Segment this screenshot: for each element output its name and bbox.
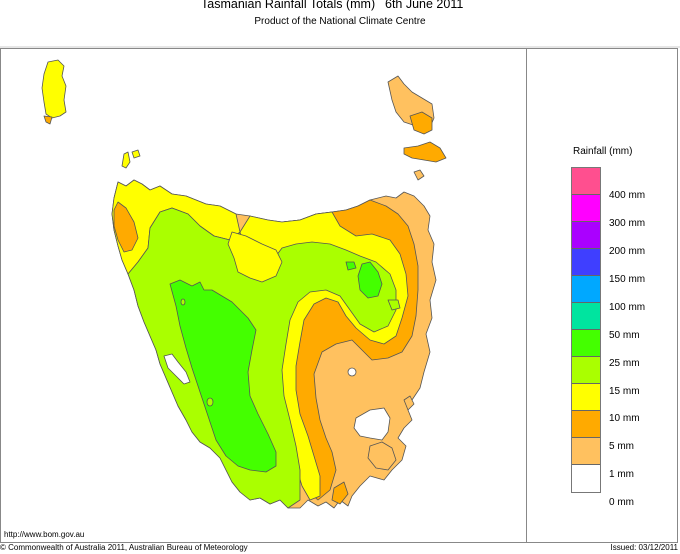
king-island bbox=[41, 59, 67, 119]
legend-label: 1 mm bbox=[609, 469, 634, 480]
legend-label: 15 mm bbox=[609, 386, 640, 397]
nw-island-1 bbox=[121, 151, 131, 169]
legend-swatch-200 bbox=[572, 222, 600, 249]
cape-barren-island bbox=[403, 141, 447, 163]
legend-title: Rainfall (mm) bbox=[573, 146, 633, 157]
zone-15mm-ne-blob bbox=[387, 299, 401, 311]
legend-swatch-10 bbox=[572, 384, 600, 411]
legend-label: 25 mm bbox=[609, 358, 640, 369]
legend-swatch-25 bbox=[572, 330, 600, 357]
zone-25mm-ne-1 bbox=[357, 261, 383, 299]
legend-label: 5 mm bbox=[609, 441, 634, 452]
legend-label: 100 mm bbox=[609, 302, 646, 313]
legend-swatch-100 bbox=[572, 276, 600, 303]
legend-label: 50 mm bbox=[609, 330, 640, 341]
legend-swatch-0 bbox=[572, 465, 600, 492]
frame-top-shadow bbox=[0, 46, 680, 48]
legend-label: 200 mm bbox=[609, 246, 646, 257]
zone-5mm-northwest bbox=[113, 201, 139, 253]
nw-island-2 bbox=[131, 149, 141, 159]
maria-island bbox=[403, 395, 415, 411]
rainfall-map bbox=[41, 59, 447, 509]
legend-label: 10 mm bbox=[609, 413, 640, 424]
clarke-island bbox=[413, 169, 425, 181]
king-island-south bbox=[43, 115, 53, 125]
legend-swatch-300 bbox=[572, 195, 600, 222]
title-date: 6th June 2011 bbox=[385, 0, 464, 11]
legend-swatch-1 bbox=[572, 438, 600, 465]
map-title: Tasmanian Rainfall Totals (mm) 6th June … bbox=[0, 0, 680, 13]
map-frame bbox=[0, 48, 678, 543]
legend-label: 400 mm bbox=[609, 190, 646, 201]
bruny-island bbox=[331, 481, 349, 505]
zone-0mm-southeast bbox=[353, 407, 391, 441]
zone-25mm-west bbox=[169, 279, 277, 473]
legend-swatch-15 bbox=[572, 357, 600, 384]
subtitle: Product of the National Climate Centre bbox=[0, 16, 680, 27]
tasman-peninsula bbox=[367, 441, 397, 471]
legend-label: 150 mm bbox=[609, 274, 646, 285]
legend-swatch-50 bbox=[572, 303, 600, 330]
legend-swatch-5 bbox=[572, 411, 600, 438]
title-text: Tasmanian Rainfall Totals (mm) bbox=[201, 0, 376, 11]
legend-swatch-400 bbox=[572, 168, 600, 195]
bom-url-link[interactable]: http://www.bom.gov.au bbox=[4, 530, 85, 539]
legend-swatch-150 bbox=[572, 249, 600, 276]
zone-25mm-ne-2 bbox=[345, 261, 357, 271]
legend-bar bbox=[571, 167, 601, 493]
subtitle-text: Product of the National Climate Centre bbox=[254, 16, 426, 27]
legend-label: 0 mm bbox=[609, 497, 634, 508]
zone-10mm-highlands bbox=[227, 231, 283, 283]
copyright-text: © Commonwealth of Australia 2011, Austra… bbox=[0, 543, 248, 552]
issued-date: Issued: 03/12/2011 bbox=[610, 543, 678, 552]
legend-label: 300 mm bbox=[609, 218, 646, 229]
legend-divider bbox=[526, 48, 527, 543]
flinders-island-south bbox=[409, 111, 433, 135]
macquarie-harbour bbox=[163, 353, 191, 385]
